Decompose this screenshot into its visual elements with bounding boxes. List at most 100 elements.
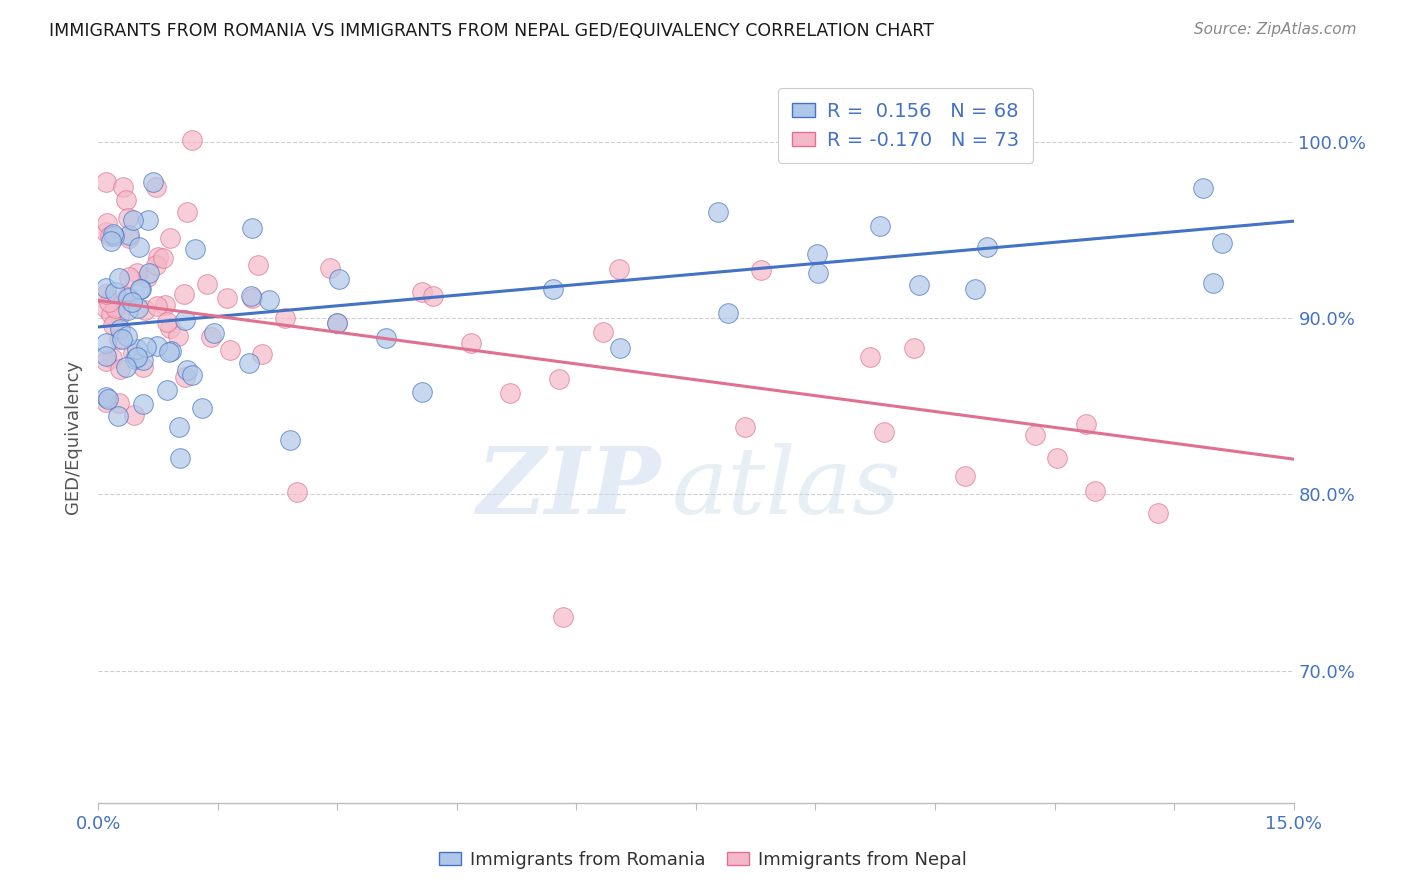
Point (108, 270, 131, 285)
Point (96, 390, 118, 404)
Point (952, 137, 974, 152)
Point (807, 266, 830, 280)
Point (169, 451, 191, 466)
Point (108, 332, 131, 346)
Point (169, 420, 191, 434)
Point (145, 259, 167, 273)
Point (375, 331, 398, 345)
Point (160, 344, 183, 359)
Point (240, 289, 263, 303)
Point (202, 326, 225, 340)
Point (411, 384, 433, 399)
Point (173, 312, 195, 326)
Point (541, 282, 564, 296)
Point (142, 175, 165, 189)
Point (136, 212, 159, 227)
Legend: R =  0.156   N = 68, R = -0.170   N = 73: R = 0.156 N = 68, R = -0.170 N = 73 (779, 88, 1033, 163)
Point (749, 263, 772, 277)
Point (107, 309, 129, 323)
Point (128, 282, 150, 296)
Point (1084, 483, 1107, 498)
Text: atlas: atlas (672, 443, 901, 533)
Point (115, 194, 138, 208)
Text: ZIP: ZIP (475, 443, 661, 533)
Point (134, 303, 156, 318)
Point (122, 346, 145, 360)
Point (100, 234, 122, 248)
Point (607, 262, 630, 277)
Point (326, 316, 349, 330)
Point (953, 469, 976, 483)
Point (285, 484, 308, 499)
Point (98, 228, 121, 243)
Point (858, 350, 880, 364)
Point (115, 290, 138, 304)
Point (125, 351, 148, 365)
Point (96, 392, 118, 406)
Point (100, 307, 122, 321)
Point (132, 359, 155, 374)
Point (135, 340, 157, 354)
Point (117, 303, 139, 318)
Point (118, 270, 141, 285)
Point (242, 292, 264, 306)
Point (117, 329, 139, 343)
Point (152, 252, 174, 266)
Point (553, 610, 575, 624)
Point (148, 250, 170, 264)
Point (548, 372, 571, 386)
Point (218, 343, 240, 358)
Point (118, 231, 141, 245)
Point (122, 408, 145, 422)
Point (422, 289, 444, 303)
Point (872, 425, 894, 440)
Point (118, 227, 141, 242)
Point (174, 370, 197, 384)
Point (411, 285, 433, 299)
Point (326, 316, 349, 330)
Point (609, 341, 631, 355)
Point (1192, 180, 1215, 194)
Point (96, 336, 118, 351)
Point (976, 240, 998, 254)
Point (181, 133, 204, 147)
Point (1211, 236, 1233, 251)
Point (121, 295, 143, 310)
Point (200, 330, 222, 344)
Point (903, 342, 925, 356)
Point (111, 333, 134, 347)
Point (96, 301, 118, 316)
Point (156, 383, 179, 397)
Point (274, 311, 297, 326)
Point (125, 342, 148, 356)
Point (115, 359, 138, 374)
Point (157, 344, 180, 359)
Point (499, 385, 522, 400)
Point (195, 277, 218, 291)
Point (96, 281, 118, 295)
Point (155, 298, 177, 312)
Point (131, 282, 153, 296)
Point (159, 321, 181, 335)
Point (460, 335, 482, 350)
Text: IMMIGRANTS FROM ROMANIA VS IMMIGRANTS FROM NEPAL GED/EQUIVALENCY CORRELATION CHA: IMMIGRANTS FROM ROMANIA VS IMMIGRANTS FR… (49, 22, 934, 40)
Point (184, 243, 207, 257)
Point (278, 433, 301, 447)
Point (1202, 276, 1225, 290)
Point (101, 227, 124, 241)
Point (319, 261, 342, 276)
Point (117, 211, 139, 225)
Point (96, 175, 118, 189)
Point (1024, 428, 1046, 442)
Text: Source: ZipAtlas.com: Source: ZipAtlas.com (1194, 22, 1357, 37)
Point (96, 349, 118, 363)
Point (108, 361, 131, 376)
Point (101, 351, 124, 366)
Point (104, 285, 127, 300)
Point (111, 179, 134, 194)
Point (136, 270, 159, 285)
Point (257, 293, 280, 308)
Point (145, 180, 167, 194)
Point (717, 306, 740, 320)
Point (238, 355, 260, 369)
